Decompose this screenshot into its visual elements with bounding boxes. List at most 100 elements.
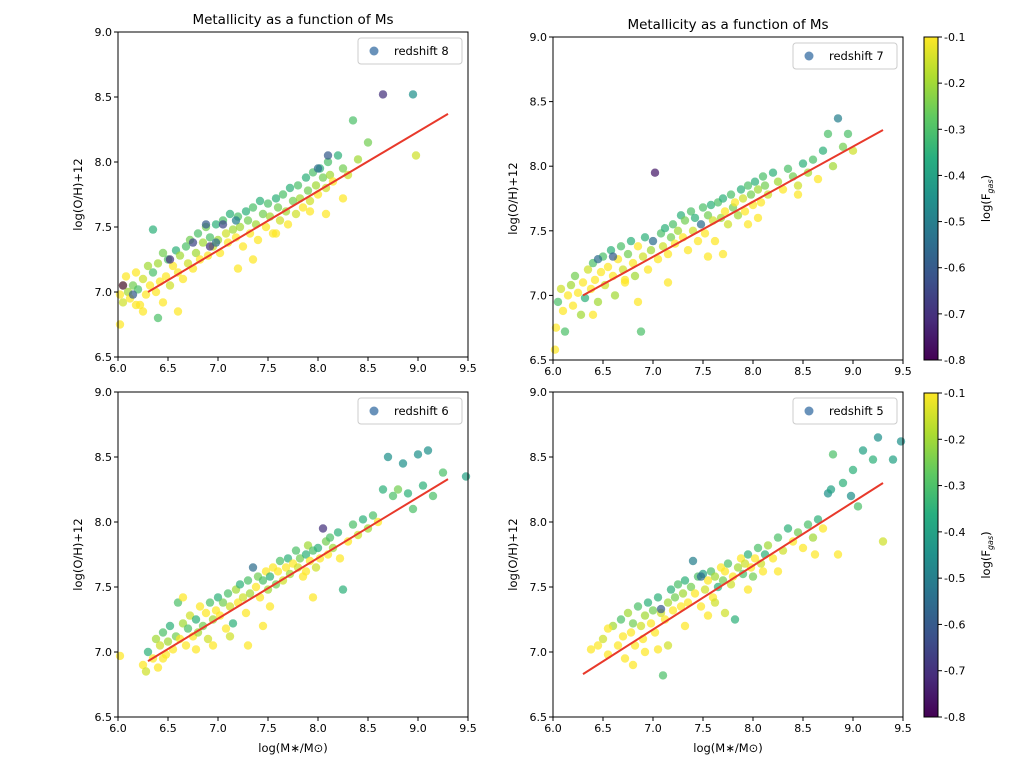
data-point <box>698 203 708 212</box>
data-point <box>325 533 335 542</box>
colorbar-label: log(Fgas) <box>979 531 995 578</box>
y-tick-label: 7.5 <box>95 221 113 234</box>
data-point <box>730 198 740 207</box>
data-point <box>710 236 720 246</box>
data-point <box>273 203 283 212</box>
y-tick-label: 8.0 <box>530 160 548 173</box>
data-point <box>325 170 335 180</box>
data-point <box>640 611 650 620</box>
colorbar-label-sub: gas <box>986 536 995 550</box>
data-point <box>398 459 408 468</box>
colorbar-tick-label: -0.1 <box>944 31 965 44</box>
data-point <box>158 628 168 637</box>
data-point <box>658 242 668 251</box>
data-point <box>428 491 438 501</box>
data-point <box>165 281 175 290</box>
data-point <box>203 634 213 644</box>
x-tick-label: 6.5 <box>159 722 177 735</box>
data-point <box>703 611 713 620</box>
plot-area <box>118 32 468 357</box>
data-point <box>878 537 888 546</box>
data-point <box>181 641 191 650</box>
colorbar-label: log(Fgas) <box>979 175 995 222</box>
y-tick-label: 6.5 <box>95 351 113 364</box>
data-point <box>121 272 131 281</box>
data-point <box>578 278 588 287</box>
data-point <box>666 233 676 242</box>
data-point <box>633 297 643 307</box>
y-axis-label: log(O/H)+12 <box>506 162 520 234</box>
data-point <box>593 641 603 650</box>
data-point <box>638 252 648 261</box>
data-point <box>278 190 288 199</box>
legend-marker <box>369 46 379 56</box>
colorbar-tick-label: -0.2 <box>944 77 965 90</box>
data-point <box>128 290 138 299</box>
x-tick-label: 9.5 <box>894 365 912 378</box>
x-tick-label: 6.0 <box>109 722 127 735</box>
data-point <box>273 567 283 576</box>
data-point <box>758 172 768 181</box>
data-point <box>348 520 358 529</box>
data-point <box>610 291 620 300</box>
data-point <box>138 274 148 284</box>
data-point <box>383 452 393 462</box>
data-point <box>143 261 153 271</box>
data-point <box>743 181 753 190</box>
data-point <box>706 200 716 210</box>
colorbar-tick-label: -0.2 <box>944 433 965 446</box>
data-point <box>191 645 201 654</box>
data-point <box>158 654 168 663</box>
data-point <box>868 455 878 464</box>
data-point <box>461 472 471 481</box>
data-point <box>178 619 188 628</box>
data-point <box>763 541 773 550</box>
data-point <box>243 641 253 650</box>
data-point <box>560 327 570 336</box>
data-point <box>743 585 753 594</box>
data-point <box>736 185 746 194</box>
data-point <box>743 220 753 229</box>
data-point <box>173 598 183 607</box>
colorbar-tick-label: -0.8 <box>944 354 965 367</box>
data-point <box>403 489 413 498</box>
data-point <box>208 615 218 624</box>
data-point <box>873 433 883 442</box>
y-tick-label: 9.0 <box>530 31 548 44</box>
colorbar-tick-label: -0.4 <box>944 169 965 182</box>
data-point <box>616 615 626 624</box>
legend-marker <box>804 406 814 416</box>
data-point <box>313 543 323 553</box>
data-point <box>700 229 710 238</box>
x-tick-label: 8.5 <box>359 722 377 735</box>
data-point <box>748 572 758 581</box>
data-point <box>596 267 606 277</box>
y-tick-label: 7.5 <box>530 581 548 594</box>
data-point <box>253 235 263 245</box>
data-point <box>243 216 253 225</box>
colorbar-tick-label: -0.7 <box>944 665 965 678</box>
data-point <box>628 258 638 268</box>
data-point <box>153 313 163 323</box>
data-point <box>636 621 646 631</box>
data-point <box>593 297 603 307</box>
data-point <box>308 593 318 602</box>
data-point <box>646 246 656 255</box>
data-point <box>720 608 730 618</box>
data-point <box>155 641 165 650</box>
data-point <box>333 528 343 537</box>
y-tick-label: 8.0 <box>530 516 548 529</box>
x-tick-label: 8.0 <box>309 362 327 375</box>
colorbar-tick-label: -0.3 <box>944 480 965 493</box>
data-point <box>680 576 690 585</box>
data-point <box>723 220 733 229</box>
y-tick-label: 7.5 <box>530 225 548 238</box>
data-point <box>738 194 748 203</box>
data-point <box>573 288 583 297</box>
data-point <box>563 291 573 300</box>
data-point <box>720 567 730 576</box>
data-point <box>363 138 373 147</box>
chart-panel-1: 6.0 6.5 7.0 7.5 8.0 8.5 9.0 9.56.57.07.58.08.59… <box>71 12 477 375</box>
data-point <box>593 255 603 264</box>
data-point <box>271 194 281 203</box>
